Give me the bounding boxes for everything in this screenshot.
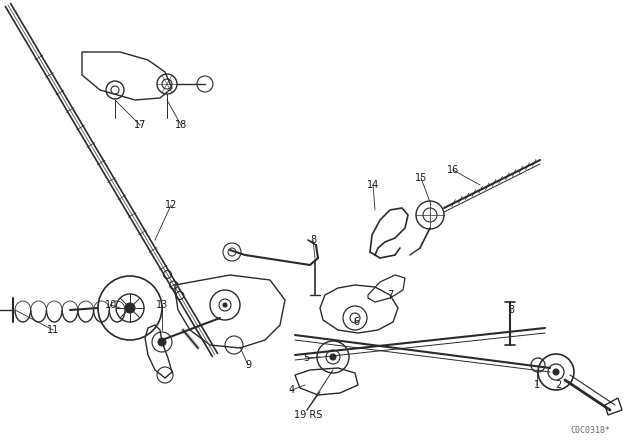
Text: 17: 17	[134, 120, 146, 130]
Circle shape	[125, 303, 135, 313]
Text: 14: 14	[367, 180, 379, 190]
Text: 4: 4	[289, 385, 295, 395]
Text: 3: 3	[508, 305, 514, 315]
Text: 7: 7	[387, 290, 393, 300]
Text: 10: 10	[105, 300, 117, 310]
Text: 5: 5	[303, 353, 309, 363]
Text: 6: 6	[353, 317, 359, 327]
Text: 8: 8	[310, 235, 316, 245]
Text: 9: 9	[245, 360, 251, 370]
Text: 19 RS: 19 RS	[294, 410, 322, 420]
Circle shape	[553, 369, 559, 375]
Circle shape	[330, 354, 336, 360]
Circle shape	[158, 338, 166, 346]
Text: 13: 13	[156, 300, 168, 310]
Text: 16: 16	[447, 165, 459, 175]
Text: 11: 11	[47, 325, 59, 335]
Text: C0C0318*: C0C0318*	[570, 426, 610, 435]
Text: 1: 1	[534, 380, 540, 390]
Text: 18: 18	[175, 120, 187, 130]
Circle shape	[223, 303, 227, 307]
Text: 12: 12	[165, 200, 177, 210]
Text: 15: 15	[415, 173, 427, 183]
Text: 2: 2	[555, 380, 561, 390]
